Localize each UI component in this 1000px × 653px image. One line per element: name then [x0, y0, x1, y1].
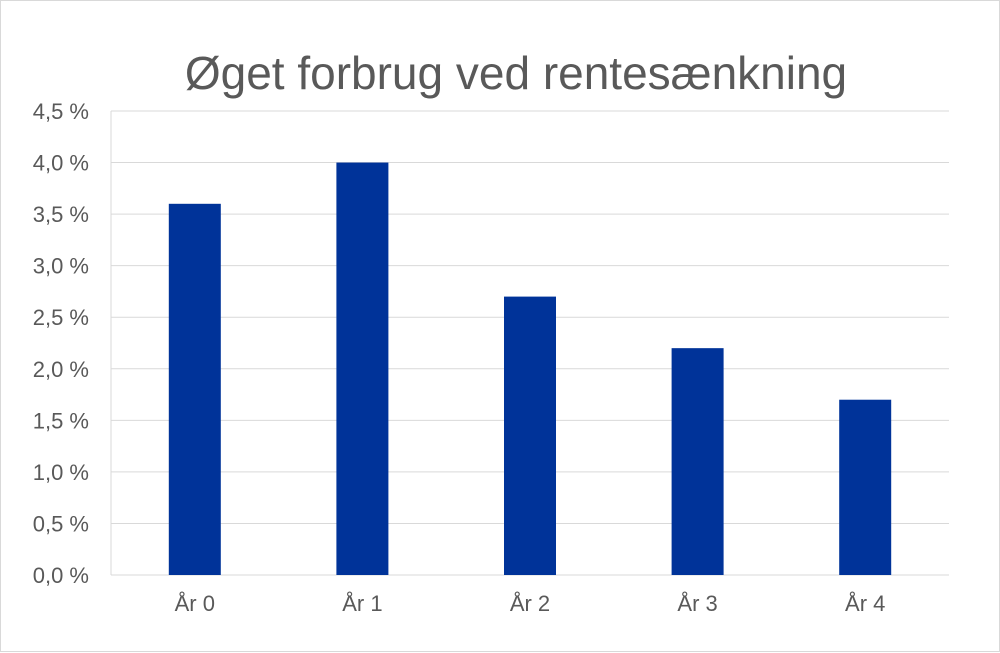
- x-tick-label: År 3: [677, 591, 717, 616]
- y-tick-label: 2,5 %: [33, 305, 89, 330]
- x-tick-label: År 0: [175, 591, 215, 616]
- y-tick-label: 0,5 %: [33, 511, 89, 536]
- y-tick-label: 4,0 %: [33, 151, 89, 176]
- bars: [168, 162, 892, 576]
- x-tick-label: År 4: [845, 591, 885, 616]
- y-tick-label: 3,0 %: [33, 254, 89, 279]
- y-axis-ticks: 0,0 % 0,5 % 1,0 % 1,5 % 2,0 % 2,5 % 3,0 % 3,5 %…: [33, 99, 89, 588]
- x-axis-ticks: År 0 År 1 År 2 År 3 År 4: [175, 591, 886, 616]
- y-tick-label: 1,5 %: [33, 408, 89, 433]
- x-tick-label: År 1: [342, 591, 382, 616]
- bar: [839, 399, 892, 575]
- bar: [671, 348, 724, 575]
- x-tick-label: År 2: [510, 591, 550, 616]
- bar: [168, 203, 221, 576]
- y-tick-label: 0,0 %: [33, 563, 89, 588]
- y-tick-label: 3,5 %: [33, 202, 89, 227]
- chart-title: Øget forbrug ved rentesænkning: [185, 47, 847, 99]
- y-tick-label: 4,5 %: [33, 99, 89, 124]
- y-tick-label: 2,0 %: [33, 357, 89, 382]
- bar: [504, 296, 556, 575]
- bar: [336, 162, 389, 576]
- y-tick-label: 1,0 %: [33, 460, 89, 485]
